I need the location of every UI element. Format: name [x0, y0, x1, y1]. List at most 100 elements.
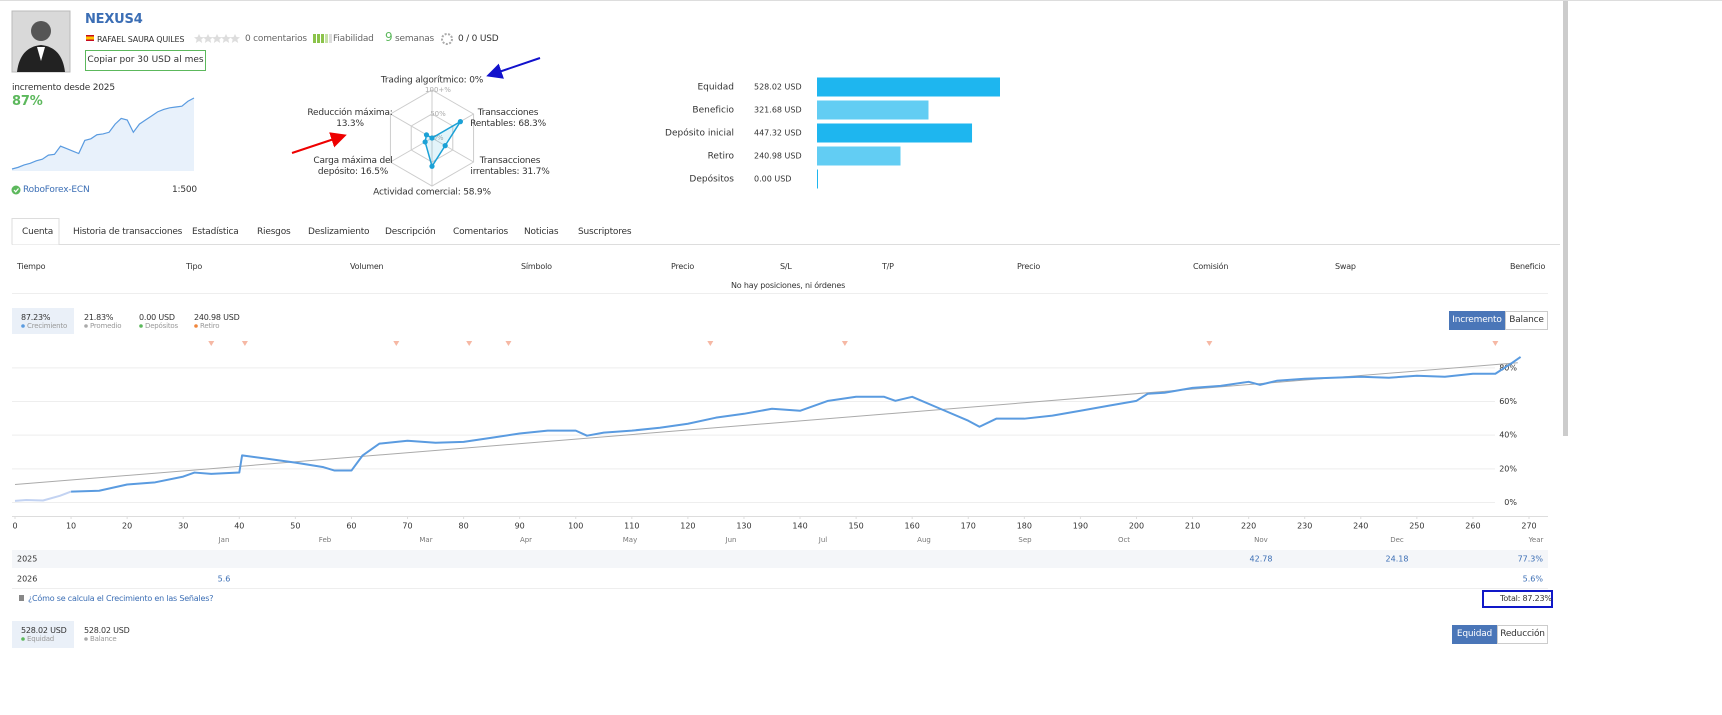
highlight-box [1482, 590, 1553, 608]
x-tick-label: 210 [1185, 522, 1200, 531]
tab[interactable]: Riesgos [257, 227, 291, 237]
tab[interactable]: Descripción [385, 227, 436, 237]
toggle-button[interactable]: Incremento [1449, 311, 1505, 330]
tab[interactable]: Historia de transacciones [73, 227, 183, 237]
annotation-arrow [291, 132, 347, 154]
y-tick-label: 0% [1504, 498, 1517, 507]
radar-label: Transacciones Rentables: 68.3% [468, 108, 548, 130]
column-header: Símbolo [521, 262, 552, 271]
help-link[interactable]: ¿Cómo se calcula el Crecimiento en las S… [28, 594, 214, 603]
bar-value: 240.98 USD [754, 152, 802, 161]
stat-dot [194, 324, 198, 328]
rating-stars [194, 34, 240, 43]
row-year: 2026 [17, 575, 37, 584]
month-label: Year [1528, 536, 1544, 544]
broker-check [11, 185, 21, 195]
event-marker [241, 341, 248, 346]
stat-dot [84, 324, 88, 328]
x-tick-label: 30 [178, 522, 188, 531]
radar-name: Actividad comercial: [373, 187, 461, 198]
stat-dot [84, 637, 88, 641]
tab[interactable]: Estadística [192, 227, 239, 237]
active-tab [11, 218, 60, 245]
bar-label: Retiro [708, 152, 735, 162]
radar-area [424, 120, 462, 169]
tab[interactable]: Suscriptores [578, 227, 632, 237]
stat-value: 240.98 USD [194, 313, 240, 322]
radar-point [429, 163, 435, 169]
x-tick-label: 250 [1409, 522, 1424, 531]
x-tick-label: 190 [1073, 522, 1088, 531]
column-header: S/L [780, 262, 792, 271]
bar-value: 321.68 USD [754, 106, 802, 115]
bar-label: Depósitos [689, 174, 734, 185]
toggle-button[interactable]: Reducción [1497, 625, 1548, 644]
radar-label: Transacciones irrentables: 31.7% [470, 156, 550, 178]
event-marker [505, 341, 512, 346]
radar-tick-label: 100+% [425, 86, 451, 94]
radar-name: Carga máxima del depósito: [313, 156, 393, 177]
radar-label: Reducción máxima: 13.3% [305, 108, 395, 130]
copy-button[interactable]: Copiar por 30 USD al mes [85, 50, 206, 71]
radar-spoke [431, 137, 474, 163]
tab[interactable]: Noticias [524, 227, 559, 237]
scrollbar [1563, 1, 1568, 436]
radar-value: 31.7% [521, 167, 550, 177]
toggle-button[interactable]: Equidad [1452, 625, 1497, 644]
y-tick-label: 60% [1499, 397, 1517, 406]
x-tick-label: 80 [458, 522, 468, 531]
x-tick-label: 120 [680, 522, 695, 531]
event-marker [707, 341, 714, 346]
stat-value: 21.83% [84, 313, 114, 322]
tab[interactable]: Deslizamiento [308, 227, 370, 237]
tab[interactable]: Comentarios [453, 227, 509, 237]
x-tick-label: 150 [848, 522, 863, 531]
event-marker [208, 341, 215, 346]
toggle-button[interactable]: Balance [1505, 311, 1548, 330]
x-tick-label: 240 [1353, 522, 1368, 531]
radar-tick-label: 0% [432, 134, 443, 142]
avatar-head [31, 21, 51, 41]
broker[interactable]: RoboForex-ECN [23, 185, 90, 195]
month-label: Mar [419, 536, 432, 544]
x-tick-label: 180 [1017, 522, 1032, 531]
month-label: May [623, 536, 637, 544]
subscribers: 0 / 0 USD [458, 34, 499, 44]
growth-cell: 5.6% [1523, 575, 1544, 584]
month-label: Sep [1018, 536, 1032, 544]
radar-value: 16.5% [360, 167, 389, 177]
column-header: Tipo [186, 262, 203, 271]
stat-value: 528.02 USD [84, 626, 130, 635]
radar-name: Reducción máxima: [307, 108, 393, 118]
month-label: Oct [1118, 536, 1130, 544]
event-marker [393, 341, 400, 346]
tab[interactable]: Cuenta [22, 227, 54, 237]
bar-label: Equidad [697, 83, 734, 93]
x-tick-label: 20 [122, 522, 132, 531]
x-tick-label: 100 [568, 522, 583, 531]
column-header: Beneficio [1510, 262, 1546, 271]
reliability: Fiabilidad [333, 34, 374, 44]
x-tick-label: 110 [624, 522, 639, 531]
sparkline-line [11, 97, 195, 170]
radar-label: Carga máxima del depósito: 16.5% [313, 156, 393, 178]
radar-point [442, 143, 448, 149]
radar-name: Transacciones irrentables: [470, 156, 541, 177]
stat-value: 87.23% [21, 313, 51, 322]
y-tick-label: 80% [1499, 363, 1517, 372]
month-label: Aug [917, 536, 931, 544]
x-tick-label: 220 [1241, 522, 1256, 531]
growth-line [14, 490, 72, 502]
growth-line [71, 356, 1522, 493]
weeks-unit: semanas [395, 34, 435, 44]
radar-value: 58.9% [463, 187, 491, 198]
radar-label: Trading algorítmico: 0% [362, 76, 502, 87]
subscribers-icon [441, 33, 453, 45]
event-marker [466, 341, 473, 346]
radar-point [457, 119, 463, 125]
radar-value: 68.3% [518, 119, 546, 129]
event-marker [841, 341, 848, 346]
signal-title: NEXUS4 [85, 12, 143, 27]
x-tick-label: 60 [346, 522, 356, 531]
